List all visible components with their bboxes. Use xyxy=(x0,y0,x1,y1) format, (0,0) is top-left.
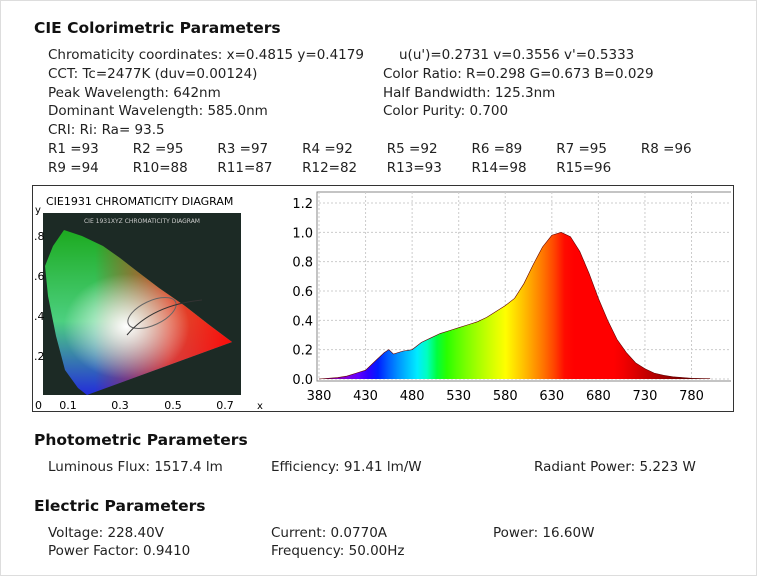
param: CRI: Ri: Ra= 93.5 xyxy=(48,122,165,138)
spectrum-line xyxy=(318,232,711,380)
param: Power: 16.60W xyxy=(493,525,595,541)
r-value: R13=93 xyxy=(386,160,442,176)
tick-label: 0.3 xyxy=(111,399,129,411)
y-tick-label: 0.2 xyxy=(292,344,313,359)
diagram-title: CIE1931 CHROMATICITY DIAGRAM xyxy=(46,195,233,208)
param: Radiant Power: 5.223 W xyxy=(534,459,696,475)
tick-label: .4 xyxy=(34,310,45,323)
y-tick-label: 0.8 xyxy=(292,256,313,271)
r-value: R4 =92 xyxy=(302,141,353,157)
y-tick-label: 0.4 xyxy=(292,314,313,329)
param: Luminous Flux: 1517.4 lm xyxy=(48,459,223,475)
tick-label: 0.5 xyxy=(164,399,182,411)
r-value: R10=88 xyxy=(132,160,188,176)
r-value: R1 =93 xyxy=(48,141,99,157)
param: Voltage: 228.40V xyxy=(48,525,164,541)
param: Dominant Wavelength: 585.0nm xyxy=(48,103,268,119)
r-value: R2 =95 xyxy=(132,141,184,157)
r-value: R5 =92 xyxy=(386,141,438,157)
param: Half Bandwidth: 125.3nm xyxy=(383,85,556,101)
tick-label: .6 xyxy=(34,270,45,283)
param: Frequency: 50.00Hz xyxy=(271,543,405,559)
x-tick-label: 480 xyxy=(400,389,425,404)
param: u(u')=0.2731 v=0.3556 v'=0.5333 xyxy=(399,47,635,63)
y-tick-label: 1.2 xyxy=(292,197,313,212)
chromaticity-diagram: CIE 1931XYZ CHROMATICITY DIAGRAM CIE1931… xyxy=(34,195,263,411)
r-value: R15=96 xyxy=(556,160,612,176)
tick-label: 0.7 xyxy=(216,399,234,411)
param: Efficiency: 91.41 lm/W xyxy=(271,459,422,475)
param: Power Factor: 0.9410 xyxy=(48,543,191,559)
r-value: R12=82 xyxy=(302,160,358,176)
x-tick-label: 780 xyxy=(679,389,704,404)
r-value: R14=98 xyxy=(471,160,527,176)
param: Color Purity: 0.700 xyxy=(383,103,509,119)
param: CCT: Tc=2477K (duv=0.00124) xyxy=(48,66,258,82)
chart-frame xyxy=(32,185,734,412)
tick-label: .8 xyxy=(34,230,45,243)
r-value: R9 =94 xyxy=(48,160,99,176)
x-tick-label: 580 xyxy=(493,389,518,404)
r-value: R7 =95 xyxy=(556,141,607,157)
tick-label: 0.1 xyxy=(59,399,77,411)
y-tick-label: 0.0 xyxy=(292,373,313,388)
section-title: Photometric Parameters xyxy=(34,431,248,449)
param: Chromaticity coordinates: x=0.4815 y=0.4… xyxy=(48,47,364,63)
axis-label: x xyxy=(257,401,263,411)
spectrum-area xyxy=(319,232,711,379)
tick-label: 0 xyxy=(35,399,42,411)
ellipse xyxy=(127,297,177,329)
param: Peak Wavelength: 642nm xyxy=(48,85,221,101)
param: Color Ratio: R=0.298 G=0.673 B=0.029 xyxy=(383,66,654,82)
axis-label: y xyxy=(35,205,41,216)
planck-locus xyxy=(126,299,203,336)
tick-label: .2 xyxy=(34,350,45,363)
x-tick-label: 430 xyxy=(353,389,378,404)
section-title: Electric Parameters xyxy=(34,497,206,515)
param: Current: 0.0770A xyxy=(271,525,388,541)
r-value: R11=87 xyxy=(217,160,273,176)
inner-title: CIE 1931XYZ CHROMATICITY DIAGRAM xyxy=(84,218,200,225)
y-tick-label: 1.0 xyxy=(292,226,313,241)
r-value: R3 =97 xyxy=(217,141,269,157)
section-title: CIE Colorimetric Parameters xyxy=(34,19,281,37)
plot-frame xyxy=(316,191,731,382)
r-value: R6 =89 xyxy=(471,141,523,157)
x-tick-label: 380 xyxy=(307,389,332,404)
spectrum-chart: 0.0 0.2 0.4 0.6 0.8 1.0 1.2 380 430 480 530 580 630 6… xyxy=(292,191,731,404)
x-tick-label: 530 xyxy=(446,389,471,404)
r-value: R8 =96 xyxy=(640,141,692,157)
x-tick-label: 730 xyxy=(633,389,658,404)
x-tick-label: 680 xyxy=(586,389,611,404)
y-tick-label: 0.6 xyxy=(292,285,313,300)
x-tick-label: 630 xyxy=(539,389,564,404)
